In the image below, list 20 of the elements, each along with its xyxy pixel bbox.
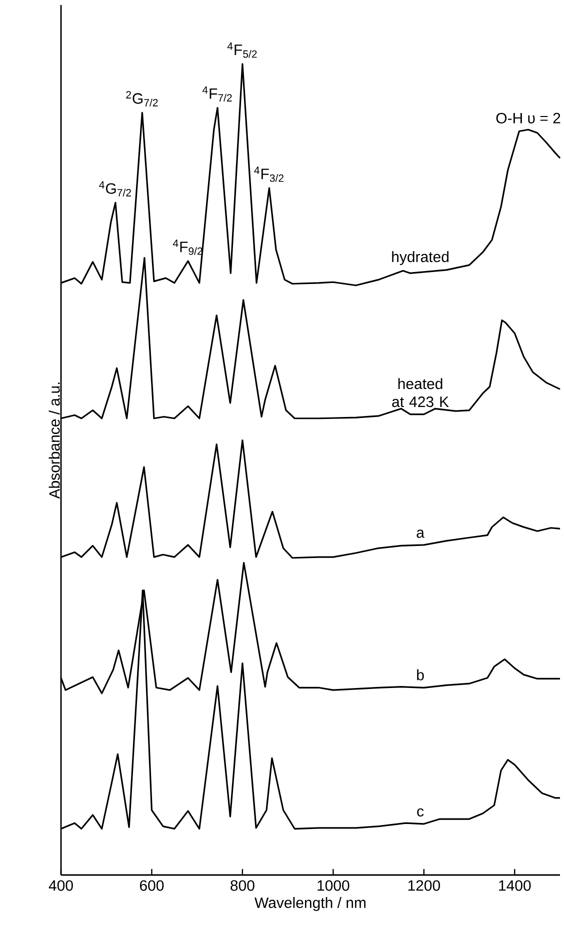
annotation: $^{2}$G$_{7/2}$ <box>126 91 158 106</box>
annotation: O-H υ = 2 <box>496 112 560 124</box>
x-tick-label: 1400 <box>499 880 531 891</box>
annotation: $^{4}$F$_{3/2}$ <box>254 166 284 182</box>
x-tick-label: 800 <box>230 880 254 891</box>
series-label: hydrated <box>392 251 448 266</box>
x-tick-label: 1200 <box>408 880 440 891</box>
annotation: $^{4}$F$_{5/2}$ <box>227 42 257 58</box>
x-tick-label: 600 <box>140 880 164 891</box>
annotation: $^{4}$F$_{9/2}$ <box>172 240 202 255</box>
x-tick-label: 400 <box>48 880 73 891</box>
series-label: b <box>417 669 424 680</box>
y-axis-title: Absorbance / a.u. <box>48 382 60 499</box>
annotation: $^{4}$G$_{7/2}$ <box>99 181 131 196</box>
series-label: heated at 423 K <box>392 378 449 408</box>
x-axis-title: Wavelength / nm <box>254 897 366 911</box>
series-label: a <box>416 530 424 538</box>
annotation: $^{4}$F$_{7/2}$ <box>202 86 232 102</box>
series-label: c <box>417 808 424 817</box>
x-tick-label: 1000 <box>318 880 350 891</box>
